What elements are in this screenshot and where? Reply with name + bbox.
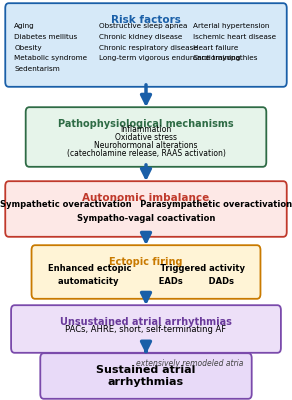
Text: Risk factors: Risk factors (111, 15, 181, 25)
Text: automaticity              EADs         DADs: automaticity EADs DADs (58, 277, 234, 286)
Text: Chronic respiratory disease: Chronic respiratory disease (99, 45, 198, 51)
Text: Obesity: Obesity (14, 45, 42, 51)
Text: Cardiomyopathies: Cardiomyopathies (193, 56, 258, 62)
Text: Sustained atrial
arrhythmias: Sustained atrial arrhythmias (96, 365, 196, 387)
Text: Obstructive sleep apnea: Obstructive sleep apnea (99, 24, 188, 30)
FancyBboxPatch shape (40, 353, 252, 399)
FancyBboxPatch shape (32, 245, 260, 299)
Text: Unsustained atrial arrhythmias: Unsustained atrial arrhythmias (60, 317, 232, 327)
Text: Ischemic heart disease: Ischemic heart disease (193, 34, 276, 40)
Text: extensively remodeled atria: extensively remodeled atria (136, 359, 244, 368)
FancyBboxPatch shape (5, 3, 287, 87)
Text: Sympathetic overactivation   Parasympathetic overactivation: Sympathetic overactivation Parasympathet… (0, 200, 292, 209)
FancyBboxPatch shape (5, 181, 287, 237)
Text: Arterial hypertension: Arterial hypertension (193, 24, 269, 30)
Text: Metabolic syndrome: Metabolic syndrome (14, 56, 87, 62)
FancyBboxPatch shape (11, 305, 281, 353)
Text: Aging: Aging (14, 24, 35, 30)
Text: Long-term vigorous endurance training: Long-term vigorous endurance training (99, 56, 241, 62)
Text: Chronic kidney disease: Chronic kidney disease (99, 34, 183, 40)
Text: Autonomic imbalance: Autonomic imbalance (82, 193, 210, 203)
Text: PACs, AHRE, short, self-terminating AF: PACs, AHRE, short, self-terminating AF (65, 325, 227, 334)
Text: Neurohormonal alterations: Neurohormonal alterations (94, 141, 198, 150)
Text: Enhanced ectopic          Triggered activity: Enhanced ectopic Triggered activity (48, 264, 244, 273)
Text: (catecholamine release, RAAS activation): (catecholamine release, RAAS activation) (67, 150, 225, 158)
Text: Pathophysiological mechanisms: Pathophysiological mechanisms (58, 119, 234, 129)
Text: Inflammation: Inflammation (120, 125, 172, 134)
Text: Sedentarism: Sedentarism (14, 66, 60, 72)
FancyBboxPatch shape (26, 107, 266, 167)
Text: Ectopic firing: Ectopic firing (109, 257, 183, 267)
Text: Sympatho-vagal coactivation: Sympatho-vagal coactivation (77, 214, 215, 223)
Text: Oxidative stress: Oxidative stress (115, 133, 177, 142)
Text: Heart failure: Heart failure (193, 45, 238, 51)
Text: Diabetes mellitus: Diabetes mellitus (14, 34, 77, 40)
